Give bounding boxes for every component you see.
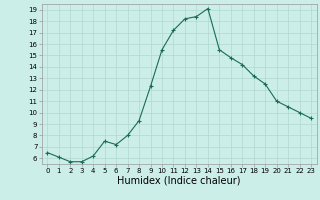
X-axis label: Humidex (Indice chaleur): Humidex (Indice chaleur) [117,176,241,186]
